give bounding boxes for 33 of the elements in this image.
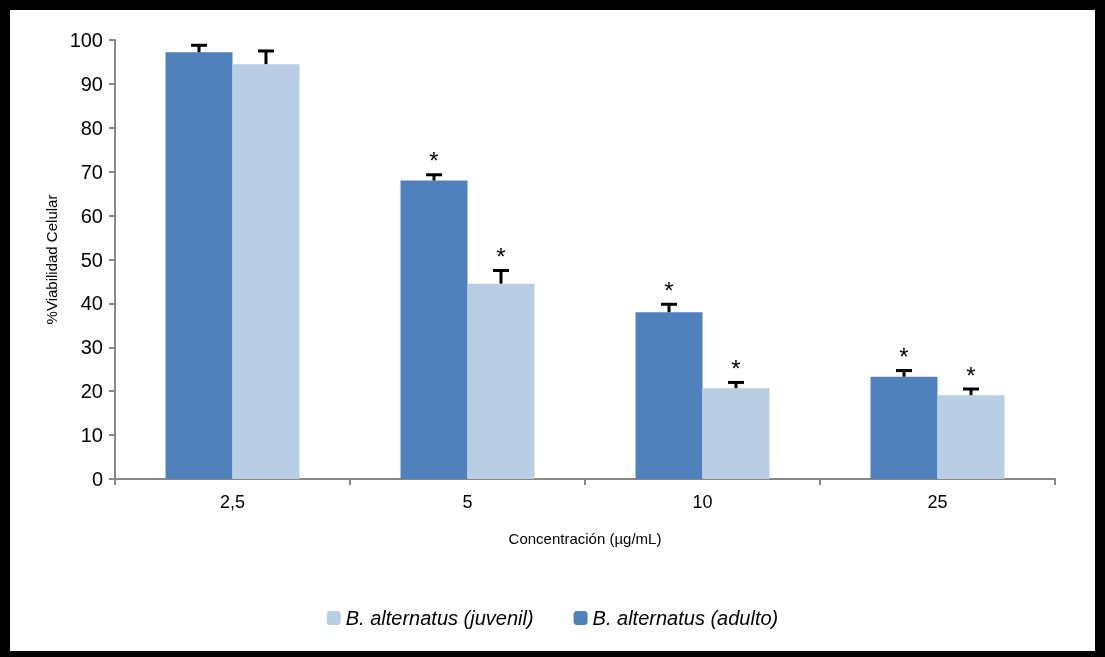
bar xyxy=(467,283,535,479)
y-tick-label: 0 xyxy=(91,468,103,490)
bar xyxy=(702,388,770,479)
x-axis-title: Concentración (µg/mL) xyxy=(508,530,662,547)
y-tick-label: 40 xyxy=(80,292,103,315)
annotation: * xyxy=(899,343,909,371)
annotation: * xyxy=(496,242,506,270)
annotation: * xyxy=(664,276,674,304)
bar xyxy=(635,312,703,479)
y-tick-label: 30 xyxy=(80,336,103,359)
y-tick-label: 50 xyxy=(80,248,103,271)
x-tick-label: 2,5 xyxy=(219,492,246,512)
legend-label: B. alternatus (juvenil) xyxy=(345,607,534,629)
y-tick-label: 60 xyxy=(80,204,103,227)
y-tick-label: 20 xyxy=(80,380,103,403)
legend-label: B. alternatus (adulto) xyxy=(592,607,779,629)
annotation: * xyxy=(731,354,741,382)
annotation: * xyxy=(966,361,976,389)
bar xyxy=(232,64,300,479)
y-tick-label: 10 xyxy=(80,424,103,447)
x-tick-label: 10 xyxy=(692,492,713,512)
bar xyxy=(400,180,468,479)
bar xyxy=(937,395,1005,479)
x-tick-label: 25 xyxy=(927,492,948,512)
y-tick-label: 90 xyxy=(80,72,103,95)
x-tick-label: 5 xyxy=(462,492,473,512)
y-tick-label: 80 xyxy=(80,116,103,139)
bar xyxy=(165,52,233,479)
y-tick-label: 70 xyxy=(80,160,103,183)
bar xyxy=(870,376,938,479)
y-tick-label: 100 xyxy=(69,29,103,51)
y-axis-title: %Viabilidad Celular xyxy=(42,194,60,325)
annotation: * xyxy=(429,147,439,175)
